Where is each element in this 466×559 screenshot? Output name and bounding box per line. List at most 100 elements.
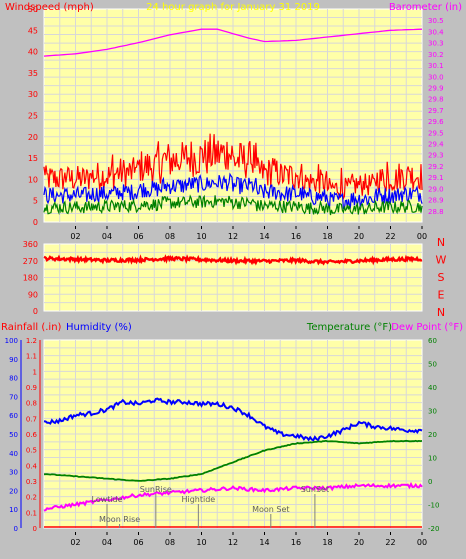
temperature-tick-label: 50 [428,361,437,369]
barometer-tick-label: 29.1 [428,174,444,182]
event-label: Moon Rise [99,515,140,524]
x-tick-label: 20 [354,538,364,547]
temperature-line [43,439,423,482]
wind-low-line [43,194,423,216]
barometer-tick-label: 29.6 [428,118,444,126]
barometer-tick-label: 29.2 [428,163,444,171]
x-tick-label: 22 [385,232,395,241]
rainfall-tick-label: 0.4 [26,462,38,470]
x-tick-label: 08 [165,538,175,547]
humidity-tick-label: 90 [9,356,18,364]
wind-tick-label: 35 [28,69,38,78]
x-tick-label: 18 [322,232,332,241]
x-tick-label: 12 [228,232,238,241]
temperature-tick-label: -10 [428,502,439,510]
rainfall-tick-label: 0.9 [26,384,37,392]
x-tick-label: 00 [417,232,427,241]
compass-label: W [436,254,447,267]
x-tick-label: 14 [259,232,269,241]
wind-tick-label: 5 [33,197,38,206]
wind-tick-label: 30 [28,90,38,99]
compass-label: N [437,306,445,319]
barometer-tick-label: 30.5 [428,17,444,25]
barometer-tick-label: 29.7 [428,107,444,115]
barometer-tick-label: 30.4 [428,28,444,36]
x-tick-label: 20 [354,232,364,241]
barometer-tick-label: 29.3 [428,152,444,160]
x-tick-label: 06 [133,538,143,547]
x-tick-label: 04 [102,232,112,241]
direction-tick-label: 0 [33,307,38,316]
barometer-tick-label: 28.8 [428,208,444,216]
rainfall-tick-label: 0.1 [26,509,37,517]
event-label: SunRise [140,485,172,494]
temperature-tick-label: -20 [428,525,439,533]
wind-baro-series [43,28,423,216]
rainfall-tick-label: 0.7 [26,415,37,423]
event-label: SunSet [301,485,329,494]
compass-label: E [438,289,445,302]
temperature-ticks: -20 -10 0 10 20 30 40 50 60 [428,337,439,533]
temperature-tick-label: 0 [428,478,432,486]
humidity-ticks: 0 10 20 30 40 50 60 70 80 90 100 [5,337,22,533]
barometer-tick-label: 30.0 [428,73,444,81]
x-tick-label: 06 [133,232,143,241]
x-tick-label: 16 [291,232,301,241]
humidity-tick-label: 20 [9,487,18,495]
x-tick-label: 02 [70,538,80,547]
barometer-tick-label: 29.5 [428,129,444,137]
wind-axis-title: Windspeed (mph) [5,2,94,13]
rainfall-tick-label: 1 [33,368,37,376]
barometer-tick-label: 29.8 [428,96,444,104]
rainfall-tick-label: 0.5 [26,447,37,455]
temperature-tick-label: 60 [428,337,437,345]
direction-tick-label: 180 [23,274,38,283]
wind-tick-label: 25 [28,112,38,121]
wind-gust-line [43,133,423,201]
humidity-tick-label: 30 [9,469,18,477]
x-tick-label: 02 [70,232,80,241]
humidity-tick-label: 40 [9,450,18,458]
x-tick-label: 04 [102,538,112,547]
dewpoint-axis-title: Dew Point (°F) [391,322,463,333]
wind-tick-label: 40 [28,48,38,57]
wind-direction-series [43,254,423,266]
event-label: Lowtide [91,495,122,504]
wind-tick-label: 10 [28,175,38,184]
rainfall-tick-label: 0.8 [26,400,37,408]
rainfall-tick-label: 1.2 [26,337,37,345]
dewpoint-line [43,481,423,512]
climate-x-ticks: 02 04 06 08 10 12 14 16 18 20 22 00 [70,532,427,547]
humidity-tick-label: 70 [9,393,18,401]
humidity-tick-label: 0 [14,525,18,533]
barometer-tick-label: 30.3 [428,40,444,48]
wind-tick-label: 15 [28,154,38,163]
compass-label: N [437,236,445,249]
barometer-line [43,28,423,57]
humidity-tick-label: 50 [9,431,18,439]
barometer-tick-label: 29.0 [428,185,444,193]
wind-ticks: 0 5 10 15 20 25 30 35 40 45 50 [28,5,38,227]
humidity-tick-label: 10 [9,506,18,514]
humidity-tick-label: 60 [9,412,18,420]
rainfall-ticks: 0 0.1 0.2 0.3 0.4 0.5 0.6 0.7 0.8 0.9 1 1.1 1.2 [26,337,41,533]
x-tick-label: 10 [196,232,206,241]
temperature-tick-label: 40 [428,384,437,392]
barometer-tick-label: 29.4 [428,141,444,149]
chart-title: 24 hour graph for January 31 2019 [146,2,320,13]
rainfall-axis-title: Rainfall (.in) [1,322,62,333]
x-tick-label: 00 [417,538,427,547]
rainfall-tick-label: 0.3 [26,478,37,486]
temperature-axis-title: Temperature (°F) [306,322,392,333]
wind-tick-label: 50 [28,5,38,14]
barometer-ticks: 28.8 28.9 29.0 29.1 29.2 29.3 29.4 29.5 29.6 29.7… [428,17,444,216]
direction-tick-label: 270 [23,257,38,266]
compass-label: S [438,271,445,284]
climate-grid [44,340,422,528]
event-label: Moon Set [252,505,289,514]
rainfall-tick-label: 1.1 [26,353,37,361]
barometer-axis-title: Barometer (in) [389,2,462,13]
